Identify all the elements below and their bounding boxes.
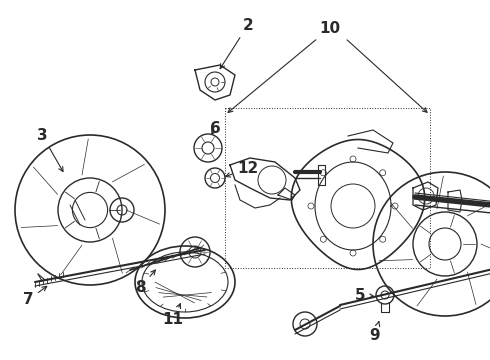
Text: 2: 2 [220,18,253,69]
Text: 1: 1 [0,359,1,360]
Text: 6: 6 [210,121,220,135]
Text: 8: 8 [135,270,155,296]
Bar [225,108,430,268]
Text: 10: 10 [319,21,341,36]
Text: 7: 7 [23,286,47,307]
Text: 11: 11 [163,304,183,328]
Text: 3: 3 [37,127,63,171]
Text: 5: 5 [355,288,374,302]
Text: 9: 9 [369,321,380,342]
Text: 12: 12 [226,161,259,177]
Text: 4: 4 [0,359,1,360]
